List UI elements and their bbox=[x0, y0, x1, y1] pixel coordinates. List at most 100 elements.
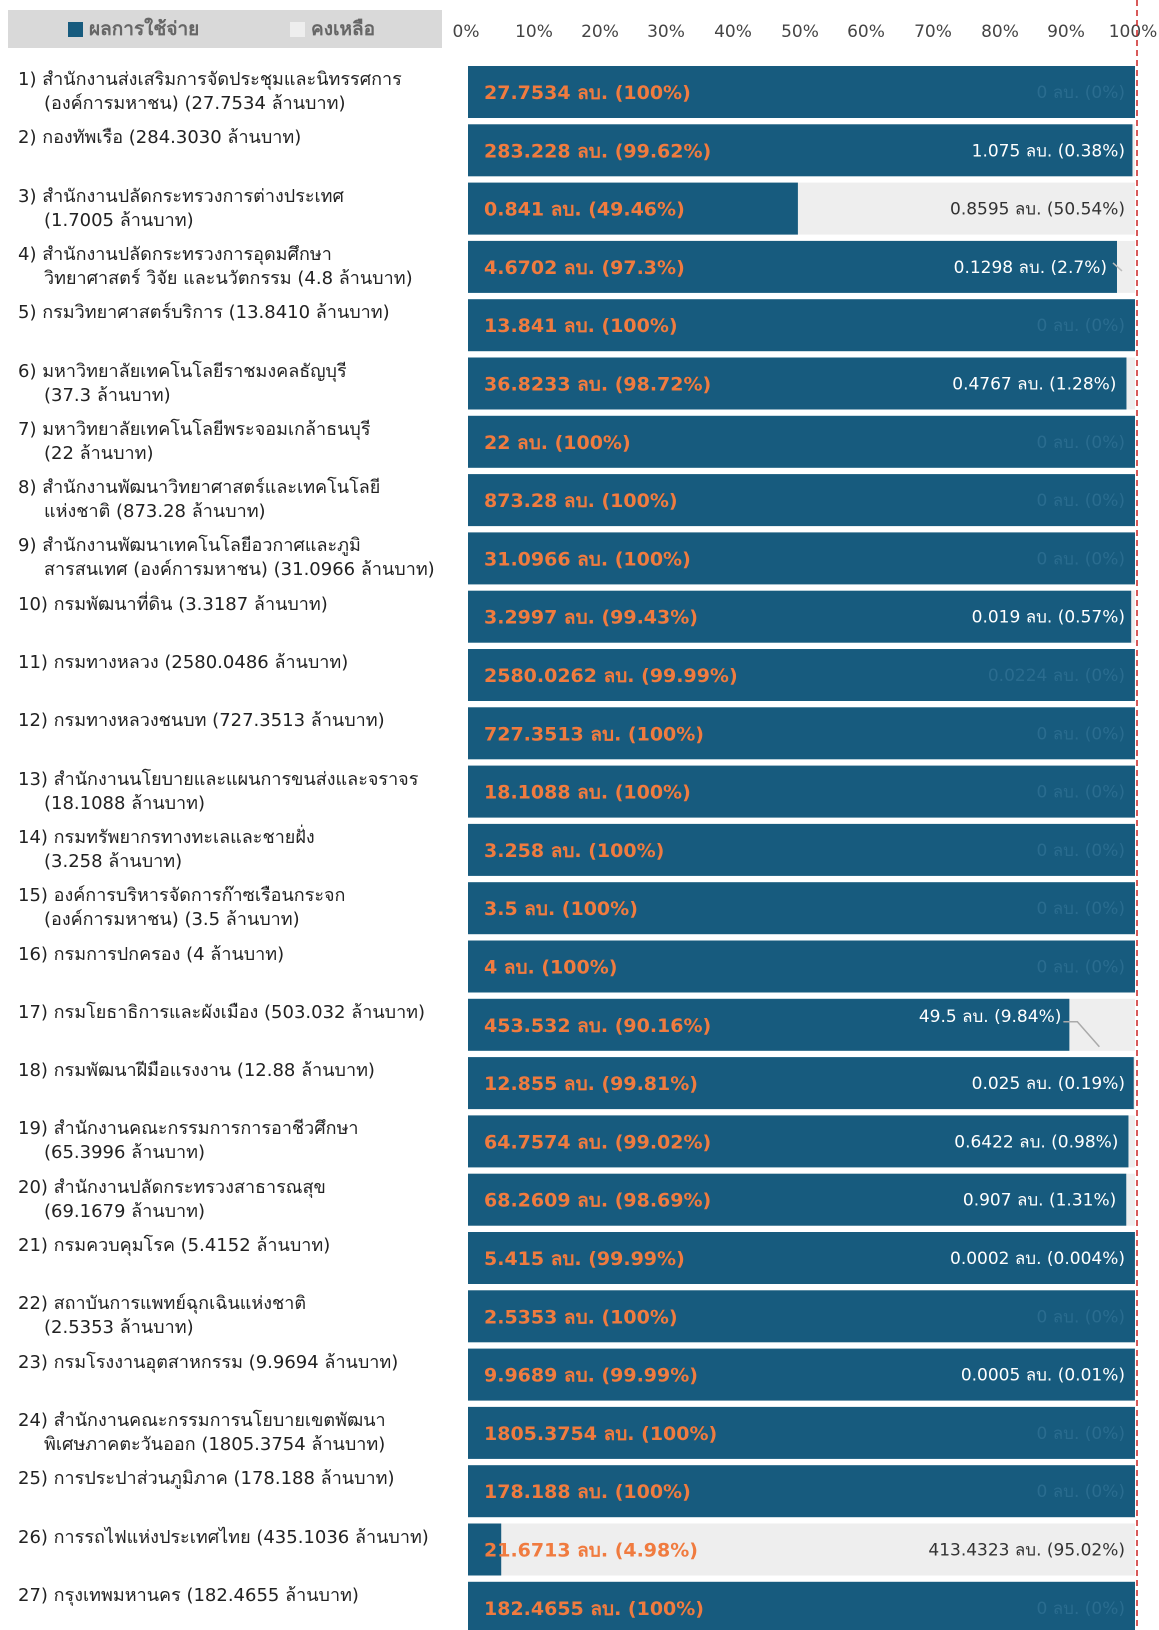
category-label: 18) กรมพัฒนาฝีมือแรงงาน (12.88 ล้านบาท) bbox=[18, 1059, 448, 1083]
remaining-value-label: 0 ลบ. (0%) bbox=[1037, 899, 1125, 919]
legend-label-spent: ผลการใช้จ่าย bbox=[89, 18, 200, 40]
spent-bar bbox=[468, 823, 1135, 876]
category-label-line: 16) กรมการปกครอง (4 ล้านบาท) bbox=[18, 943, 285, 965]
category-label-line: 2) กองทัพเรือ (284.3030 ล้านบาท) bbox=[18, 127, 302, 149]
remaining-value-label: 0.025 ลบ. (0.19%) bbox=[972, 1074, 1125, 1094]
spent-bar bbox=[468, 474, 1135, 527]
spent-bar bbox=[468, 707, 1135, 760]
spent-bar bbox=[468, 240, 1117, 293]
spent-value-label: 68.2609 ลบ. (98.69%) bbox=[484, 1190, 711, 1212]
category-label-line: 25) การประปาส่วนภูมิภาค (178.188 ล้านบาท… bbox=[18, 1468, 395, 1490]
category-label: 26) การรถไฟแห่งประเทศไทย (435.1036 ล้านบ… bbox=[18, 1526, 448, 1550]
category-label-line: 14) กรมทรัพยากรทางทะเลและชายฝั่ง bbox=[18, 826, 315, 848]
category-label: 12) กรมทางหลวงชนบท (727.3513 ล้านบาท) bbox=[18, 709, 448, 733]
x-tick-label: 100% bbox=[1109, 22, 1158, 42]
remaining-value-label: 0.4767 ลบ. (1.28%) bbox=[952, 375, 1116, 395]
legend-item-remaining[interactable]: คงเหลือ bbox=[290, 10, 375, 48]
spent-bar bbox=[468, 415, 1135, 468]
spent-bar bbox=[468, 182, 798, 235]
remaining-value-label: 0.019 ลบ. (0.57%) bbox=[972, 608, 1125, 628]
category-label-line: 3) สำนักงานปลัดกระทรวงการต่างประเทศ bbox=[18, 185, 344, 207]
category-label: 17) กรมโยธาธิการและผังเมือง (503.032 ล้า… bbox=[18, 1001, 448, 1025]
category-label-line: (65.3996 ล้านบาท) bbox=[44, 1142, 206, 1164]
spent-bar bbox=[468, 532, 1135, 585]
spent-value-label: 18.1088 ลบ. (100%) bbox=[484, 782, 691, 804]
category-label-line: วิทยาศาสตร์ วิจัย และนวัตกรรม (4.8 ล้านบ… bbox=[44, 267, 413, 289]
category-label-line: 21) กรมควบคุมโรค (5.4152 ล้านบาท) bbox=[18, 1235, 331, 1256]
x-tick-label: 30% bbox=[647, 22, 685, 42]
spent-bar bbox=[468, 124, 1133, 177]
category-label: 23) กรมโรงงานอุตสาหกรรม (9.9694 ล้านบาท) bbox=[18, 1351, 448, 1375]
category-label: 27) กรุงเทพมหานคร (182.4655 ล้านบาท) bbox=[18, 1584, 448, 1608]
remaining-value-label: 0 ลบ. (0%) bbox=[1037, 1482, 1125, 1502]
x-tick-label: 50% bbox=[781, 22, 819, 42]
spent-value-label: 873.28 ลบ. (100%) bbox=[484, 490, 678, 512]
legend: ผลการใช้จ่าย คงเหลือ bbox=[8, 10, 442, 48]
category-label-line: (37.3 ล้านบาท) bbox=[44, 384, 171, 406]
category-label-line: (องค์การมหาชน) (27.7534 ล้านบาท) bbox=[44, 93, 346, 114]
spent-bar bbox=[468, 1173, 1127, 1226]
remaining-value-label: 0.1298 ลบ. (2.7%) bbox=[954, 258, 1107, 278]
remaining-value-label: 0 ลบ. (0%) bbox=[1037, 433, 1125, 453]
spent-value-label: 3.258 ลบ. (100%) bbox=[484, 840, 664, 862]
category-label-line: 11) กรมทางหลวง (2580.0486 ล้านบาท) bbox=[18, 652, 349, 673]
category-label-line: (18.1088 ล้านบาท) bbox=[44, 792, 206, 814]
spent-bar bbox=[468, 357, 1127, 410]
remaining-value-label: 413.4323 ลบ. (95.02%) bbox=[928, 1541, 1125, 1561]
spent-bar bbox=[468, 1348, 1135, 1401]
x-tick-label: 40% bbox=[714, 22, 752, 42]
category-label-line: (องค์การมหาชน) (3.5 ล้านบาท) bbox=[44, 909, 300, 931]
spent-bar bbox=[468, 1057, 1134, 1110]
category-label-line: 15) องค์การบริหารจัดการก๊าซเรือนกระจก bbox=[18, 885, 346, 907]
category-label: 7) มหาวิทยาลัยเทคโนโลยีพระจอมเกล้าธนบุรี… bbox=[18, 418, 448, 466]
category-label-line: 9) สำนักงานพัฒนาเทคโนโลยีอวกาศและภูมิ bbox=[18, 535, 361, 557]
spent-bar bbox=[468, 66, 1135, 118]
remaining-value-label: 0.6422 ลบ. (0.98%) bbox=[954, 1132, 1118, 1152]
remaining-value-label: 0.8595 ลบ. (50.54%) bbox=[950, 200, 1125, 220]
category-label: 8) สำนักงานพัฒนาวิทยาศาสตร์และเทคโนโลยีแ… bbox=[18, 476, 448, 524]
remaining-value-label: 0.907 ลบ. (1.31%) bbox=[963, 1191, 1116, 1211]
category-label-line: (1.7005 ล้านบาท) bbox=[44, 209, 194, 231]
legend-label-remaining: คงเหลือ bbox=[311, 18, 376, 40]
category-label-line: สารสนเทศ (องค์การมหาชน) (31.0966 ล้านบาท… bbox=[44, 559, 435, 581]
legend-swatch-spent bbox=[68, 21, 83, 37]
remaining-value-label: 49.5 ลบ. (9.84%) bbox=[919, 1007, 1062, 1027]
category-label-line: 23) กรมโรงงานอุตสาหกรรม (9.9694 ล้านบาท) bbox=[18, 1351, 399, 1373]
remaining-value-label: 0 ลบ. (0%) bbox=[1037, 783, 1125, 803]
spent-bar bbox=[468, 1523, 502, 1576]
remaining-value-label: 0 ลบ. (0%) bbox=[1037, 1424, 1125, 1444]
category-label: 1) สำนักงานส่งเสริมการจัดประชุมและนิทรรศ… bbox=[18, 68, 448, 116]
category-label-line: 5) กรมวิทยาศาสตร์บริการ (13.8410 ล้านบาท… bbox=[18, 302, 390, 324]
spent-bar bbox=[468, 998, 1070, 1051]
spent-value-label: 27.7534 ลบ. (100%) bbox=[484, 82, 691, 104]
spent-value-label: 3.5 ลบ. (100%) bbox=[484, 898, 638, 920]
spent-bar bbox=[468, 1290, 1135, 1343]
category-label: 16) กรมการปกครอง (4 ล้านบาท) bbox=[18, 943, 448, 967]
category-label: 11) กรมทางหลวง (2580.0486 ล้านบาท) bbox=[18, 651, 448, 675]
leader-line bbox=[1112, 262, 1123, 272]
category-label: 20) สำนักงานปลัดกระทรวงสาธารณสุข (69.1679… bbox=[18, 1176, 448, 1224]
legend-item-spent[interactable]: ผลการใช้จ่าย bbox=[68, 10, 199, 48]
x-tick-label: 90% bbox=[1047, 22, 1085, 42]
spent-value-label: 13.841 ลบ. (100%) bbox=[484, 315, 678, 337]
category-label: 10) กรมพัฒนาที่ดิน (3.3187 ล้านบาท) bbox=[18, 593, 448, 617]
spent-value-label: 9.9689 ลบ. (99.99%) bbox=[484, 1365, 698, 1387]
spent-value-label: 0.841 ลบ. (49.46%) bbox=[484, 199, 685, 221]
spent-value-label: 31.0966 ลบ. (100%) bbox=[484, 548, 691, 570]
x-tick-label: 20% bbox=[581, 22, 619, 42]
x-tick-label: 60% bbox=[847, 22, 885, 42]
spent-bar bbox=[468, 940, 1135, 993]
remaining-value-label: 0 ลบ. (0%) bbox=[1037, 841, 1125, 861]
remaining-value-label: 0 ลบ. (0%) bbox=[1037, 491, 1125, 511]
spent-bar bbox=[468, 1581, 1135, 1630]
category-label-line: (69.1679 ล้านบาท) bbox=[44, 1200, 206, 1222]
spent-bar bbox=[468, 649, 1135, 701]
category-label: 6) มหาวิทยาลัยเทคโนโลยีราชมงคลธัญบุรี (37… bbox=[18, 360, 448, 408]
spent-value-label: 182.4655 ลบ. (100%) bbox=[484, 1598, 704, 1620]
category-label-line: 7) มหาวิทยาลัยเทคโนโลยีพระจอมเกล้าธนบุรี bbox=[18, 418, 371, 440]
category-label-line: 12) กรมทางหลวงชนบท (727.3513 ล้านบาท) bbox=[18, 710, 385, 732]
spent-bar bbox=[468, 299, 1135, 352]
spent-value-label: 22 ลบ. (100%) bbox=[484, 432, 631, 454]
remaining-value-label: 0.0002 ลบ. (0.004%) bbox=[950, 1249, 1125, 1269]
